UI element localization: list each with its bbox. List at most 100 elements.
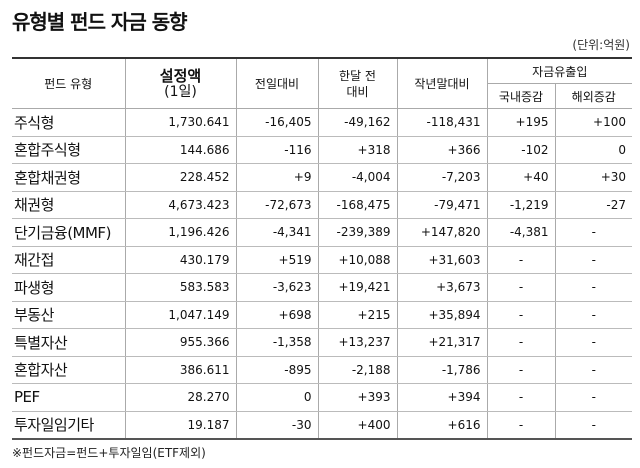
fund-type: 채권형 <box>12 191 126 219</box>
cell-value: - <box>554 383 633 412</box>
cell-value: +698 <box>235 301 319 329</box>
cell-value: +400 <box>317 411 398 440</box>
table-row: 혼합채권형 228.452 +9 -4,004 -7,203 +40 +30 <box>12 163 633 192</box>
unit-note: (단위:억원) <box>572 38 630 52</box>
column-header-line: 한달 전 <box>339 68 376 83</box>
column-header-line: 설정액 <box>159 66 202 85</box>
cell-value: -4,381 <box>486 218 556 247</box>
cell-value: 1,196.426 <box>124 218 237 247</box>
cell-value: - <box>486 356 556 384</box>
cell-value: - <box>486 246 556 274</box>
table-row: PEF 28.270 0 +393 +394- - <box>12 383 633 412</box>
cell-value: +31,603 <box>396 246 488 274</box>
cell-value: -2,188 <box>317 356 398 384</box>
cell-value: - <box>486 411 556 440</box>
cell-value: -27 <box>554 191 633 219</box>
cell-value: - <box>554 328 633 357</box>
fund-table: 펀드 유형 설정액 (1일) 전일대비 한달 전 대비 작년말대비 자금유출입 … <box>12 57 633 440</box>
column-header: 한달 전 대비 <box>317 57 398 109</box>
cell-value: -168,475 <box>317 191 398 219</box>
cell-value: - <box>486 383 556 412</box>
cell-value: - <box>486 301 556 329</box>
table-body: 주식형 1,730.641 -16,405 -49,162 -118,431 +195 +1… <box>12 108 633 440</box>
fund-type: 주식형 <box>12 108 126 137</box>
table-row: 혼합자산 386.611 -895 -2,188 -1,786- - <box>12 356 633 384</box>
cell-value: +13,237 <box>317 328 398 357</box>
cell-value: +100 <box>554 108 633 137</box>
cell-value: 430.179 <box>124 246 237 274</box>
cell-value: -7,203 <box>396 163 488 192</box>
column-header: 전일대비 <box>235 57 319 109</box>
fund-type: 혼합채권형 <box>12 163 126 192</box>
cell-value: 1,047.149 <box>124 301 237 329</box>
table-row: 부동산 1,047.149 +698 +215 +35,894- - <box>12 301 633 329</box>
cell-value: - <box>554 301 633 329</box>
cell-value: 4,673.423 <box>124 191 237 219</box>
cell-value: +35,894 <box>396 301 488 329</box>
cell-value: 1,730.641 <box>124 108 237 137</box>
cell-value: - <box>554 246 633 274</box>
table-row: 특별자산 955.366 -1,358 +13,237 +21,317- - <box>12 328 633 357</box>
cell-value: -30 <box>235 411 319 440</box>
cell-value: +147,820 <box>396 218 488 247</box>
cell-value: +21,317 <box>396 328 488 357</box>
fund-type: 투자일임기타 <box>12 411 126 440</box>
cell-value: +9 <box>235 163 319 192</box>
cell-value: +215 <box>317 301 398 329</box>
column-header: 해외증감 <box>554 83 633 109</box>
cell-value: -1,219 <box>486 191 556 219</box>
fund-type: PEF <box>12 383 126 412</box>
cell-value: +30 <box>554 163 633 192</box>
cell-value: +616 <box>396 411 488 440</box>
cell-value: +394 <box>396 383 488 412</box>
cell-value: -1,358 <box>235 328 319 357</box>
cell-value: -895 <box>235 356 319 384</box>
column-header: 작년말대비 <box>396 57 488 109</box>
cell-value: -116 <box>235 136 319 164</box>
cell-value: 955.366 <box>124 328 237 357</box>
cell-value: -4,341 <box>235 218 319 247</box>
cell-value: 28.270 <box>124 383 237 412</box>
fund-type: 재간접 <box>12 246 126 274</box>
cell-value: -4,004 <box>317 163 398 192</box>
cell-value: -102 <box>486 136 556 164</box>
cell-value: -79,471 <box>396 191 488 219</box>
cell-value: +519 <box>235 246 319 274</box>
column-header: 자금유출입 <box>486 57 633 84</box>
cell-value: 0 <box>554 136 633 164</box>
cell-value: -239,389 <box>317 218 398 247</box>
table-row: 재간접 430.179 +519 +10,088 +31,603- - <box>12 246 633 274</box>
cell-value: +366 <box>396 136 488 164</box>
cell-value: 583.583 <box>124 273 237 302</box>
cell-value: +40 <box>486 163 556 192</box>
cell-value: -72,673 <box>235 191 319 219</box>
fund-type: 혼합주식형 <box>12 136 126 164</box>
cell-value: - <box>486 273 556 302</box>
column-header: 국내증감 <box>487 83 556 109</box>
fund-type: 특별자산 <box>12 328 126 357</box>
cell-value: - <box>486 328 556 357</box>
cell-value: 144.686 <box>124 136 237 164</box>
cell-value: 386.611 <box>124 356 237 384</box>
column-header-line: 대비 <box>346 84 369 99</box>
cell-value: +19,421 <box>317 273 398 302</box>
cell-value: - <box>554 218 633 247</box>
cell-value: -49,162 <box>317 108 398 137</box>
cell-value: - <box>554 356 633 384</box>
footnote: ※펀드자금=펀드+투자일임(ETF제외) <box>12 446 206 460</box>
cell-value: -3,623 <box>235 273 319 302</box>
cell-value: - <box>554 273 633 302</box>
cell-value: -1,786 <box>396 356 488 384</box>
fund-type: 단기금융(MMF) <box>12 218 126 247</box>
cell-value: 0 <box>235 383 319 412</box>
table-row: 파생형 583.583 -3,623 +19,421 +3,673- - <box>12 273 633 302</box>
table-row: 혼합주식형 144.686 -116 +318 +366 -102 0 <box>12 136 633 164</box>
cell-value: +3,673 <box>396 273 488 302</box>
column-header-line: (1일) <box>164 83 197 100</box>
fund-type: 파생형 <box>12 273 126 302</box>
cell-value: -118,431 <box>396 108 488 137</box>
cell-value: +10,088 <box>317 246 398 274</box>
table-row: 주식형 1,730.641 -16,405 -49,162 -118,431 +195 +1… <box>12 108 633 137</box>
cell-value: 19.187 <box>124 411 237 440</box>
